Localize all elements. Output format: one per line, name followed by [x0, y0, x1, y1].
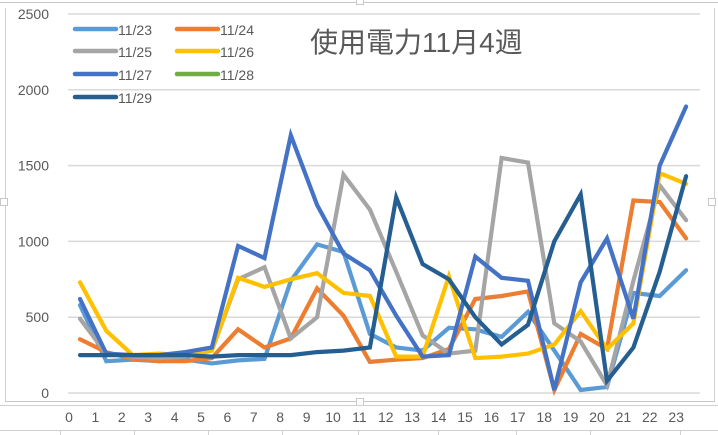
x-tick-label: 6	[224, 409, 232, 425]
legend-item-11-25[interactable]: 11/25	[72, 44, 152, 60]
cell-separator	[134, 430, 135, 435]
x-tick-label: 15	[457, 409, 473, 425]
x-axis-label-row	[0, 405, 718, 431]
cell-separator	[438, 430, 439, 435]
x-tick-label: 2	[118, 409, 126, 425]
y-axis: 0 500 1000 1500 2000 2500	[18, 6, 49, 401]
x-tick-label: 12	[378, 409, 394, 425]
cell-separator	[60, 430, 61, 435]
legend-item-11-23[interactable]: 11/23	[72, 22, 152, 38]
legend-label: 11/24	[220, 22, 254, 38]
x-tick-label: 9	[303, 409, 311, 425]
cell-separator	[590, 430, 591, 435]
x-tick-label: 22	[642, 409, 658, 425]
chart-title: 使用電力11月4週	[310, 27, 523, 58]
legend-label: 11/29	[118, 90, 152, 106]
cell-separator	[208, 430, 209, 435]
cell-separator	[516, 430, 517, 435]
legend-item-11-24[interactable]: 11/24	[174, 22, 254, 38]
legend-item-11-27[interactable]: 11/27	[72, 67, 152, 83]
y-tick-label: 2500	[18, 6, 49, 22]
series-line-11-29[interactable]	[77, 174, 689, 387]
x-tick-label: 20	[589, 409, 605, 425]
x-tick-label: 21	[616, 409, 632, 425]
x-tick-label: 8	[276, 409, 284, 425]
gridlines	[68, 13, 700, 394]
cell-separator	[282, 430, 283, 435]
y-tick-label: 2000	[18, 82, 49, 98]
x-tick-label: 14	[431, 409, 447, 425]
legend-item-11-29[interactable]: 11/29	[72, 90, 152, 106]
y-tick-label: 500	[26, 309, 50, 325]
x-tick-label: 13	[404, 409, 420, 425]
legend-item-11-28[interactable]: 11/28	[174, 67, 254, 83]
x-tick-label: 17	[510, 409, 526, 425]
legend-item-11-26[interactable]: 11/26	[174, 44, 254, 60]
x-tick-label: 5	[197, 409, 205, 425]
legend-label: 11/27	[118, 67, 152, 83]
resize-handle-left[interactable]	[0, 198, 8, 206]
legend-label: 11/28	[220, 67, 254, 83]
x-tick-label: 3	[144, 409, 152, 425]
series-line-11-27[interactable]	[77, 104, 689, 391]
legend-label: 11/26	[220, 44, 254, 60]
resize-handle-right[interactable]	[708, 198, 716, 206]
series-line-11-24[interactable]	[77, 198, 689, 397]
legend[interactable]: 11/23 11/24 11/25 11/26 11/27 11/28 11/29	[72, 22, 254, 106]
x-tick-label: 19	[563, 409, 579, 425]
cell-separator	[680, 430, 681, 435]
y-tick-label: 1500	[18, 158, 49, 174]
x-tick-label: 7	[250, 409, 258, 425]
x-tick-label: 1	[92, 409, 100, 425]
plot-area	[77, 104, 689, 397]
y-tick-label: 1000	[18, 233, 49, 249]
x-tick-label: 23	[668, 409, 684, 425]
resize-handle-top[interactable]	[356, 0, 364, 5]
x-tick-label: 11	[352, 409, 367, 425]
x-tick-label: 16	[484, 409, 500, 425]
x-axis: 0 1 2 3 4 5 6 7 8 9 10 11 12 13 14 15 16 17 18 19 20 21 22 23	[65, 409, 684, 425]
x-tick-label: 10	[325, 409, 341, 425]
cell-separator	[358, 430, 359, 435]
x-tick-label: 0	[65, 409, 73, 425]
legend-label: 11/25	[118, 44, 152, 60]
x-tick-label: 4	[171, 409, 179, 425]
y-tick-label: 0	[41, 385, 49, 401]
x-tick-label: 18	[536, 409, 552, 425]
legend-label: 11/23	[118, 22, 152, 38]
